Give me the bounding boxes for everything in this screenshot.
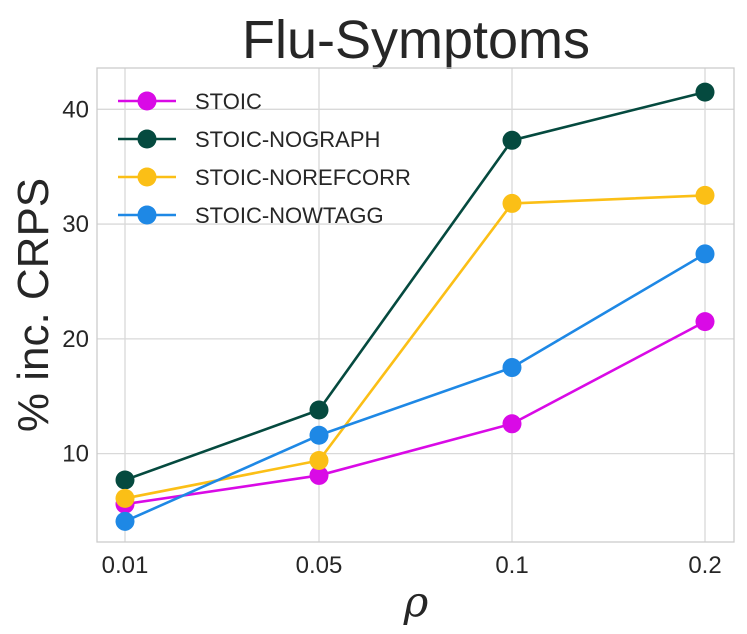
data-point-stoic-nowtagg bbox=[115, 511, 135, 531]
legend-label-stoic-norefcorr: STOIC-NOREFCORR bbox=[195, 165, 411, 190]
plot-frame bbox=[96, 67, 735, 543]
data-point-stoic-nograph bbox=[695, 82, 715, 102]
data-point-stoic-norefcorr bbox=[502, 193, 522, 213]
legend-marker-stoic-nowtagg bbox=[137, 205, 157, 225]
series-line-stoic bbox=[124, 320, 706, 506]
legend-label-stoic: STOIC bbox=[195, 89, 262, 114]
legend-marker-stoic bbox=[137, 91, 157, 111]
grid bbox=[97, 68, 734, 542]
data-point-stoic-nowtagg bbox=[502, 358, 522, 378]
data-point-stoic-nograph bbox=[502, 130, 522, 150]
y-tick-label: 30 bbox=[62, 211, 89, 238]
legend-marker-stoic-norefcorr bbox=[137, 167, 157, 187]
series-line-stoic-norefcorr bbox=[124, 194, 706, 500]
series-group bbox=[115, 82, 715, 531]
data-point-stoic-nograph bbox=[309, 400, 329, 420]
y-tick-label: 10 bbox=[62, 441, 89, 468]
data-point-stoic bbox=[695, 312, 715, 332]
series-line-stoic-nograph bbox=[124, 90, 706, 482]
legend-label-stoic-nowtagg: STOIC-NOWTAGG bbox=[195, 203, 384, 228]
y-tick-label: 40 bbox=[62, 96, 89, 123]
data-point-stoic-nowtagg bbox=[695, 244, 715, 264]
x-tick-label: 0.1 bbox=[495, 552, 528, 579]
x-tick-label: 0.05 bbox=[296, 552, 343, 579]
y-axis-label: % inc. CRPS bbox=[9, 178, 58, 432]
data-point-stoic-norefcorr bbox=[115, 488, 135, 508]
x-axis: 0.01 0.05 0.1 0.2 bbox=[102, 552, 722, 579]
x-tick-label: 0.2 bbox=[688, 552, 721, 579]
chart-title: Flu-Symptoms bbox=[242, 10, 590, 70]
data-point-stoic bbox=[309, 465, 329, 485]
y-axis: 10 20 30 40 bbox=[62, 96, 89, 467]
x-tick-label: 0.01 bbox=[102, 552, 149, 579]
data-point-stoic-norefcorr bbox=[695, 185, 715, 205]
y-tick-label: 20 bbox=[62, 326, 89, 353]
data-point-stoic-nograph bbox=[115, 470, 135, 490]
data-point-stoic bbox=[502, 414, 522, 434]
data-point-stoic-nowtagg bbox=[309, 425, 329, 445]
legend-label-stoic-nograph: STOIC-NOGRAPH bbox=[195, 127, 380, 152]
legend: STOIC STOIC-NOGRAPH STOIC-NOREFCORR STOIC-N… bbox=[118, 89, 411, 228]
data-point-stoic-norefcorr bbox=[309, 451, 329, 471]
legend-marker-stoic-nograph bbox=[137, 129, 157, 149]
series-line-stoic-nowtagg bbox=[124, 252, 706, 523]
x-axis-label: ρ bbox=[403, 577, 429, 626]
